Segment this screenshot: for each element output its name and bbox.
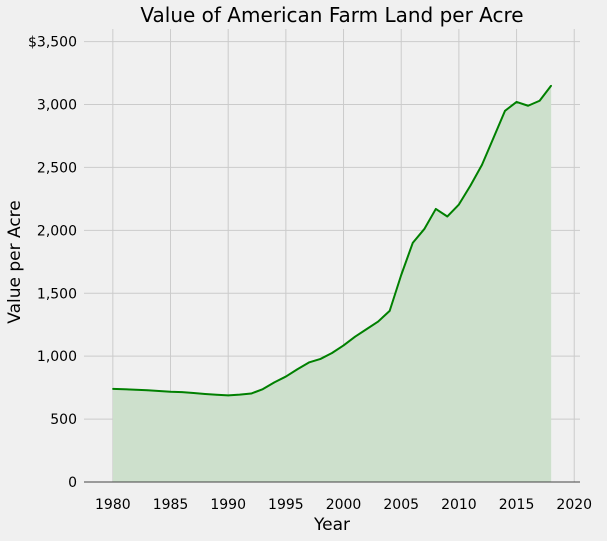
y-tick-label-500: 500 [50,412,77,428]
x-tick-labels: 1980 1985 1990 1995 2000 2005 2010 2015 2020 [95,497,592,513]
y-tick-labels: 0 500 1,000 1,500 2,000 2,500 3,000 $3,500 [28,35,77,491]
data-point-1989 [215,393,218,396]
data-point-1990 [227,394,229,397]
data-point-2012 [481,164,483,166]
data-point-1993 [261,388,264,390]
data-point-1984 [158,390,160,392]
data-point-2007 [423,228,426,230]
x-tick-label-1990: 1990 [210,497,246,513]
data-point-2018 [550,84,552,87]
y-tick-label-0: 0 [68,475,77,491]
data-point-2002 [365,328,368,330]
data-point-1987 [192,392,195,394]
data-points [112,84,552,397]
data-point-2016 [527,104,529,107]
y-tick-label-3500: $3,500 [28,35,77,51]
data-point-2008 [435,208,437,210]
area-fill [112,85,552,482]
y-tick-label-2000: 2,000 [37,223,77,239]
data-point-1986 [181,391,183,393]
data-point-2017 [538,99,541,102]
data-point-1999 [331,352,333,354]
data-point-1985 [169,390,172,393]
x-axis-label: Year [313,515,350,535]
data-point-2009 [446,215,449,218]
data-point-1992 [250,392,253,395]
data-point-1998 [319,358,322,360]
data-point-2004 [388,310,391,312]
data-point-2015 [515,101,518,103]
data-point-1983 [146,389,149,392]
x-tick-label-2010: 2010 [441,497,477,513]
data-point-1991 [238,393,241,396]
y-tick-label-1500: 1,500 [37,286,77,302]
chart-title: Value of American Farm Land per Acre [140,3,523,27]
data-point-1980 [112,388,114,390]
x-tick-label-2015: 2015 [499,497,535,513]
y-tick-label-1000: 1,000 [37,349,77,365]
y-tick-label-2500: 2,500 [37,160,77,176]
x-tick-label-2020: 2020 [556,497,592,513]
data-point-1982 [135,388,137,391]
data-point-1997 [308,361,310,364]
data-point-2014 [504,109,506,112]
data-point-2010 [458,203,460,206]
data-point-2005 [400,274,403,276]
data-point-2013 [492,137,495,139]
data-point-1994 [273,381,276,384]
data-point-1981 [123,388,126,391]
y-tick-label-3000: 3,000 [37,98,77,114]
data-point-2001 [354,335,356,338]
data-point-2006 [411,242,414,244]
x-tick-label-2005: 2005 [383,497,419,513]
data-point-2011 [469,184,472,187]
x-tick-label-1985: 1985 [153,497,189,513]
data-point-1988 [204,393,206,395]
data-point-2000 [342,344,345,347]
data-point-1995 [285,375,287,378]
x-tick-label-1980: 1980 [95,497,131,513]
data-point-1996 [296,368,299,371]
y-axis-label: Value per Acre [5,200,25,323]
x-tick-label-1995: 1995 [268,497,304,513]
data-point-2003 [377,320,379,323]
x-tick-label-2000: 2000 [326,497,362,513]
